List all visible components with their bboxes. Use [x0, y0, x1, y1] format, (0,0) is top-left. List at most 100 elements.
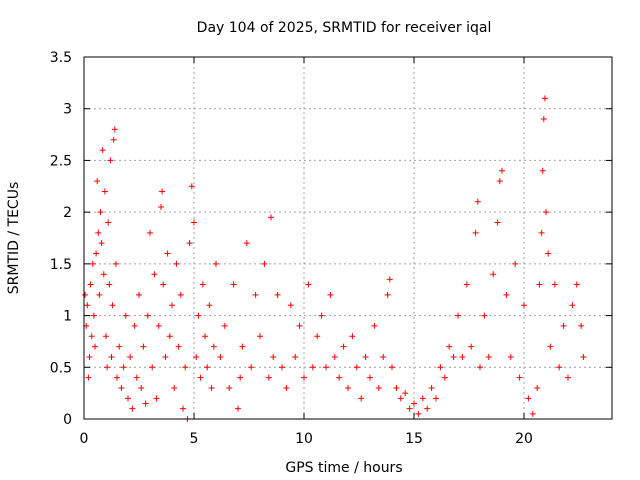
y-tick-label: 0 — [63, 412, 72, 428]
data-point — [193, 353, 200, 360]
data-point — [578, 322, 585, 329]
data-point — [472, 229, 479, 236]
data-point — [358, 395, 365, 402]
data-point — [468, 343, 475, 350]
data-points — [82, 95, 587, 422]
data-point — [393, 384, 400, 391]
data-point — [503, 291, 510, 298]
x-tick-label: 10 — [295, 431, 313, 447]
data-point — [301, 374, 307, 381]
data-point — [122, 312, 129, 319]
data-point — [136, 291, 142, 298]
data-point — [529, 410, 536, 417]
y-tick-label: 1 — [63, 309, 72, 325]
data-point — [88, 333, 95, 340]
data-point — [580, 353, 587, 360]
data-point — [138, 384, 145, 391]
data-point — [415, 410, 422, 417]
data-point — [87, 281, 94, 288]
data-point — [96, 291, 103, 298]
data-point — [86, 353, 93, 360]
data-point — [104, 364, 111, 371]
data-point — [538, 229, 545, 236]
data-point — [261, 260, 268, 267]
data-point — [103, 333, 109, 340]
data-point — [270, 353, 277, 360]
data-point — [131, 322, 138, 329]
data-point — [101, 188, 108, 195]
data-point — [99, 147, 106, 154]
data-point — [305, 281, 312, 288]
data-point — [188, 183, 195, 190]
data-point — [151, 271, 158, 278]
data-point — [424, 405, 431, 412]
data-point — [446, 343, 453, 350]
data-point — [97, 209, 104, 216]
data-point — [274, 291, 281, 298]
data-point — [543, 209, 549, 216]
data-point — [279, 364, 285, 371]
data-point — [541, 95, 548, 102]
data-point — [147, 229, 153, 236]
data-point — [525, 395, 532, 402]
data-point — [206, 302, 213, 309]
data-point — [560, 322, 567, 329]
data-point — [93, 250, 100, 257]
data-point — [389, 364, 395, 371]
data-point — [182, 364, 189, 371]
data-point — [411, 400, 417, 407]
data-point — [419, 395, 426, 402]
data-point — [213, 260, 219, 267]
data-point — [204, 364, 211, 371]
data-point — [287, 302, 294, 309]
y-tick-label: 3 — [63, 102, 72, 118]
x-tick-label: 15 — [405, 431, 423, 447]
data-point — [125, 395, 131, 402]
x-tick-label: 0 — [80, 431, 89, 447]
data-point — [397, 395, 404, 402]
data-point — [162, 353, 169, 360]
data-point — [109, 302, 116, 309]
data-point — [450, 353, 457, 360]
x-tick-label: 5 — [190, 431, 199, 447]
data-point — [199, 281, 206, 288]
data-point — [534, 384, 541, 391]
data-point — [177, 291, 184, 298]
data-point — [95, 229, 102, 236]
data-point — [539, 167, 546, 174]
data-point — [565, 374, 571, 381]
data-point — [386, 276, 393, 283]
data-point — [108, 353, 115, 360]
y-tick-label: 0.5 — [50, 360, 72, 376]
data-point — [292, 353, 299, 360]
data-point — [142, 400, 149, 407]
data-point — [98, 240, 105, 247]
chart-title: Day 104 of 2025, SRMTID for receiver iqa… — [197, 20, 492, 36]
data-point — [481, 312, 488, 319]
data-point — [490, 271, 497, 278]
data-point — [144, 312, 151, 319]
data-point — [428, 384, 435, 391]
y-axis-ticks: 0 0.5 1 1.5 2 2.5 3 3.5 — [50, 50, 612, 428]
data-point — [110, 136, 117, 143]
data-point — [573, 281, 580, 288]
data-point — [375, 384, 382, 391]
data-point — [556, 364, 563, 371]
data-point — [197, 374, 204, 381]
data-point — [90, 312, 97, 319]
data-point — [402, 390, 409, 397]
data-point — [323, 364, 329, 371]
data-point — [175, 343, 182, 350]
data-point — [180, 405, 186, 412]
data-point — [82, 291, 89, 298]
data-point — [171, 384, 178, 391]
data-point — [551, 281, 558, 288]
data-point — [107, 157, 114, 164]
data-point — [367, 374, 373, 381]
data-point — [536, 281, 543, 288]
data-point — [349, 333, 356, 340]
data-point — [94, 178, 101, 185]
data-point — [155, 322, 162, 329]
data-point — [118, 384, 125, 391]
